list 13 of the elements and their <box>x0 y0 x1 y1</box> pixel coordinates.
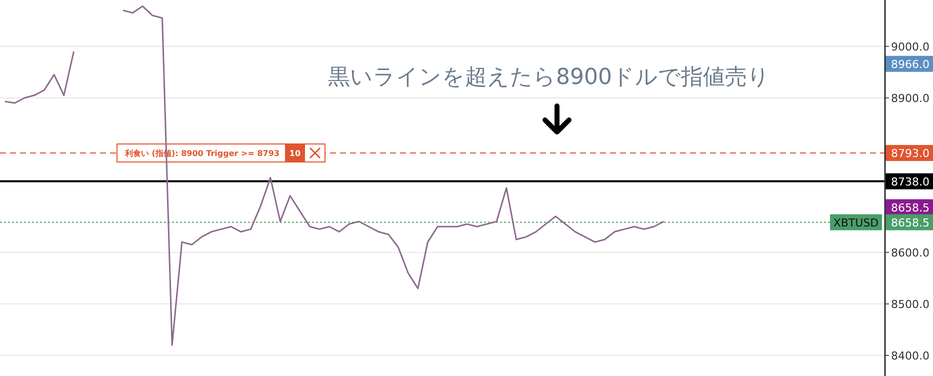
y-tick-label: 8900.0 <box>891 92 930 105</box>
y-tick-label: 8600.0 <box>891 246 930 260</box>
y-tick-label: 8500.0 <box>891 298 930 311</box>
annotation: 10 <box>289 148 301 158</box>
y-tick-label: 9000.0 <box>891 40 930 54</box>
price-tag: 8658.5 <box>885 199 933 216</box>
price-tag: 8793.0 <box>885 144 933 161</box>
annotation: 黒いラインを超えたら8900ドルで指値売り <box>328 65 770 90</box>
price-tag: 8658.5 <box>885 214 933 230</box>
price-tag: 8738.0 <box>885 173 933 190</box>
price-tag: 8966.0 <box>885 56 933 72</box>
ref-line-label: XBTUSD <box>833 216 879 230</box>
y-tick-label: 8400.0 <box>891 349 930 362</box>
